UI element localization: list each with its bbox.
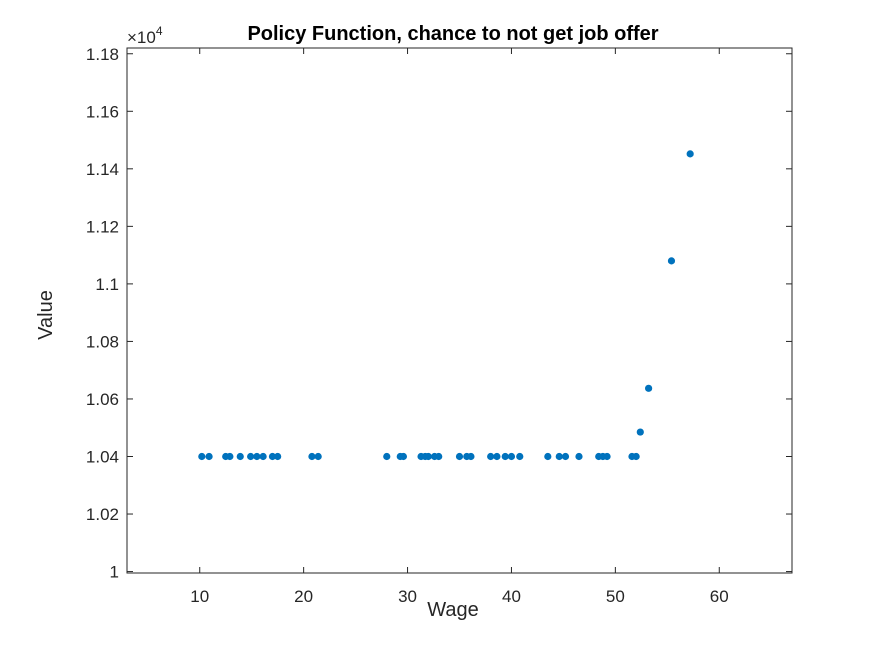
data-point bbox=[247, 452, 255, 461]
data-point bbox=[516, 452, 524, 461]
data-point bbox=[467, 452, 475, 461]
x-tick-label: 50 bbox=[606, 587, 625, 606]
y-tick-label: 1.14 bbox=[86, 160, 119, 179]
plot-background bbox=[127, 48, 792, 573]
data-point bbox=[632, 452, 640, 461]
data-point bbox=[667, 257, 676, 265]
data-point bbox=[259, 452, 267, 461]
data-point bbox=[424, 452, 432, 461]
x-axis-label: Wage bbox=[427, 599, 479, 621]
data-point bbox=[198, 452, 206, 461]
x-tick-label: 10 bbox=[190, 587, 209, 606]
data-point bbox=[383, 452, 391, 461]
data-point bbox=[544, 452, 552, 461]
data-point bbox=[636, 428, 644, 436]
x-tick-label: 40 bbox=[502, 587, 521, 606]
y-tick-label: 1 bbox=[110, 563, 119, 582]
data-point bbox=[274, 452, 282, 461]
data-points bbox=[198, 150, 694, 461]
data-point bbox=[686, 150, 694, 158]
y-tick-label: 1.02 bbox=[86, 505, 119, 524]
x-tick-label: 30 bbox=[398, 587, 417, 606]
plot-box bbox=[126, 47, 793, 574]
data-point bbox=[575, 452, 583, 461]
y-tick-label: 1.18 bbox=[86, 45, 119, 64]
y-axis: 1 1.02 1.04 1.06 1.08 1.1 1.12 1.14 1.16 1.18 bbox=[86, 45, 792, 582]
data-point bbox=[501, 452, 509, 461]
y-axis-exponent: ×104 bbox=[127, 24, 163, 47]
chart-title: Policy Function, chance to not get job o… bbox=[247, 23, 658, 45]
x-axis: 10 20 30 40 50 60 bbox=[190, 48, 729, 606]
x-tick-label: 20 bbox=[294, 587, 313, 606]
data-point bbox=[507, 452, 516, 461]
data-point bbox=[555, 452, 563, 461]
data-point bbox=[487, 452, 495, 461]
data-point bbox=[435, 452, 443, 461]
data-point bbox=[493, 452, 501, 461]
data-point bbox=[236, 452, 244, 461]
y-tick-label: 1.06 bbox=[86, 390, 119, 409]
y-tick-label: 1.1 bbox=[95, 275, 119, 294]
y-tick-label: 1.08 bbox=[86, 332, 119, 351]
data-point bbox=[455, 452, 464, 461]
data-point bbox=[399, 452, 407, 461]
y-tick-label: 1.12 bbox=[86, 217, 119, 236]
y-tick-label: 1.04 bbox=[86, 447, 119, 466]
data-point bbox=[603, 452, 611, 461]
data-point bbox=[205, 452, 213, 461]
y-tick-label: 1.16 bbox=[86, 102, 119, 121]
data-point bbox=[308, 452, 316, 461]
data-point bbox=[268, 452, 277, 461]
y-axis-label: Value bbox=[35, 290, 57, 340]
x-tick-label: 60 bbox=[710, 587, 729, 606]
data-point bbox=[645, 384, 653, 392]
data-point bbox=[561, 452, 570, 461]
data-point bbox=[253, 452, 261, 461]
data-point bbox=[226, 452, 234, 461]
data-point bbox=[314, 452, 322, 461]
